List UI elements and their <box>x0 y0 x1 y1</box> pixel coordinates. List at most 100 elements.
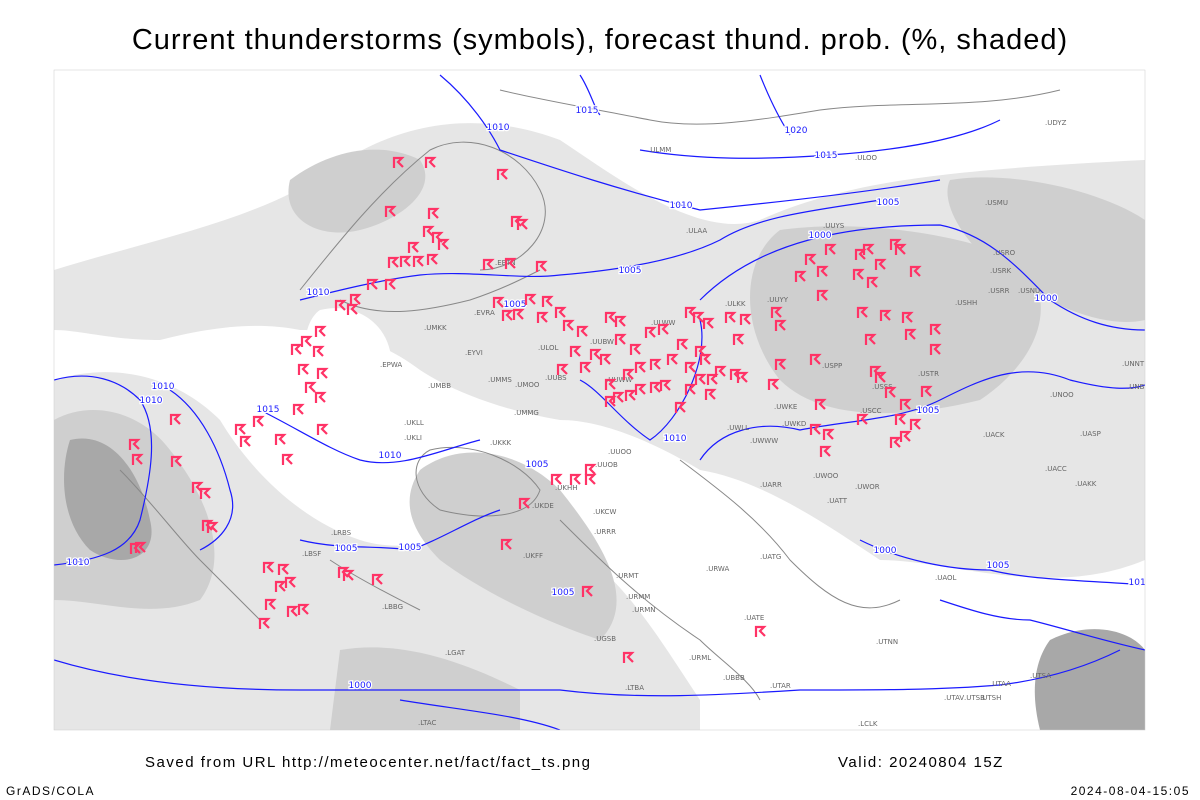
station-label: .UAKK <box>1075 480 1097 488</box>
station-label: .ULWW <box>651 319 676 327</box>
thunderstorm-symbol <box>629 343 642 355</box>
isobar-label: 1015 <box>815 151 838 161</box>
station-label: .UMKK <box>424 324 447 332</box>
isobar-label: 1010 <box>670 201 693 211</box>
station-label: .UBBB <box>723 674 745 682</box>
thunderstorm-symbol <box>518 497 531 509</box>
thunderstorm-symbol <box>366 278 379 290</box>
station-label: .USCC <box>860 407 882 415</box>
station-label: .UUWW <box>606 376 632 384</box>
station-label: .ULKK <box>725 300 746 308</box>
station-labels: .ULMM .ULOO .UUYS .USMU .USRO .USRK .USRR .USNU… <box>302 119 1145 728</box>
thunderstorm-symbol <box>852 268 865 280</box>
thunderstorm-symbol <box>814 398 827 410</box>
thunderstorm-symbol <box>297 363 310 375</box>
thunderstorm-symbol <box>856 306 869 318</box>
isobar-label: 1005 <box>552 588 575 598</box>
thunderstorm-symbol <box>128 438 141 450</box>
station-label: .EYVI <box>465 349 483 357</box>
station-label: .UACC <box>1045 465 1067 473</box>
isobar-label: 1005 <box>504 300 527 310</box>
coastline <box>559 519 761 701</box>
shading-region <box>409 452 617 640</box>
thunderstorm-symbol <box>899 430 912 442</box>
station-label: .UWOR <box>855 483 880 491</box>
station-label: .URWA <box>706 565 729 573</box>
software-credit: GrADS/COLA <box>6 784 96 798</box>
thunderstorm-symbol <box>399 255 412 267</box>
thunderstorm-symbol <box>387 256 400 268</box>
isobar-label: 1005 <box>335 544 358 554</box>
thunderstorm-symbol <box>822 428 835 440</box>
baltic-clear-area <box>304 308 392 403</box>
thunderstorm-symbol <box>729 368 742 380</box>
thunderstorm-symbol <box>666 353 679 365</box>
station-label: .UARR <box>760 481 782 489</box>
thunderstorm-symbol <box>252 415 265 427</box>
thunderstorm-symbol <box>277 563 290 575</box>
thunderstorm-symbol <box>659 379 672 391</box>
thunderstorm-symbol <box>732 333 745 345</box>
thunderstorm-symbol <box>407 241 420 253</box>
station-label: .UUBW <box>590 338 614 346</box>
thunderstorm-symbol <box>426 253 439 265</box>
thunderstorm-symbol <box>346 303 359 315</box>
thunderstorm-symbol <box>258 617 271 629</box>
coastline <box>499 89 1061 125</box>
isobar-label: 1005 <box>619 266 642 276</box>
thunderstorm-symbol <box>541 295 554 307</box>
isobar-label: 1005 <box>877 198 900 208</box>
isobar-line <box>54 375 153 566</box>
station-label: .UATT <box>827 497 848 505</box>
station-label: .ULOL <box>538 344 559 352</box>
station-label: .UACK <box>983 431 1005 439</box>
thunderstorm-symbol <box>314 325 327 337</box>
thunderstorm-symbol <box>316 423 329 435</box>
station-label: .USMU <box>985 199 1008 207</box>
shading-region <box>64 438 152 560</box>
station-label: .UTSB <box>964 694 985 702</box>
station-label: .UUBS <box>545 374 567 382</box>
station-label: .UTAR <box>770 682 791 690</box>
thunderstorm-symbol <box>674 401 687 413</box>
station-label: .UKFF <box>523 552 543 560</box>
thunderstorm-symbol <box>684 383 697 395</box>
station-label: .UUYY <box>767 296 789 304</box>
isobar-label: 1005 <box>917 406 940 416</box>
station-label: .LRBS <box>331 529 352 537</box>
isobar-label: 1000 <box>349 681 372 691</box>
thunderstorm-symbol <box>576 325 589 337</box>
isobar-line <box>639 119 1001 159</box>
thunderstorm-symbol <box>649 358 662 370</box>
map-title: Current thunderstorms (symbols), forecas… <box>131 24 1069 56</box>
thunderstorm-symbol <box>862 243 875 255</box>
station-label: .URMT <box>616 572 639 580</box>
thunderstorm-symbol <box>929 343 942 355</box>
isobar-label: 1000 <box>1035 294 1058 304</box>
thunderstorm-symbol <box>767 378 780 390</box>
station-label: .UGSB <box>594 635 616 643</box>
station-label: .UKKK <box>490 439 512 447</box>
thunderstorm-symbol <box>884 386 897 398</box>
thunderstorm-symbol <box>496 168 509 180</box>
thunderstorm-symbol <box>589 348 602 360</box>
thunderstorm-symbol <box>501 309 514 321</box>
thunderstorm-symbol <box>286 605 299 617</box>
thunderstorm-symbol <box>889 436 902 448</box>
station-label: .UWKE <box>774 403 797 411</box>
station-label: .UAOL <box>935 574 957 582</box>
thunderstorm-symbol <box>714 365 727 377</box>
thunderstorm-symbol <box>684 306 697 318</box>
thunderstorm-symbol <box>754 625 767 637</box>
thunderstorm-symbol <box>581 585 594 597</box>
thunderstorm-symbol <box>819 445 832 457</box>
thunderstorm-symbol <box>500 538 513 550</box>
isobar-label: 1010 <box>1129 578 1152 588</box>
thunderstorm-symbol <box>604 395 617 407</box>
thunderstorm-symbol <box>437 238 450 250</box>
thunderstorm-symbol <box>554 306 567 318</box>
thunderstorm-symbol <box>699 353 712 365</box>
station-label: .UKDE <box>532 502 554 510</box>
thunderstorm-symbol <box>856 413 869 425</box>
station-label: .UKLI <box>404 434 422 442</box>
